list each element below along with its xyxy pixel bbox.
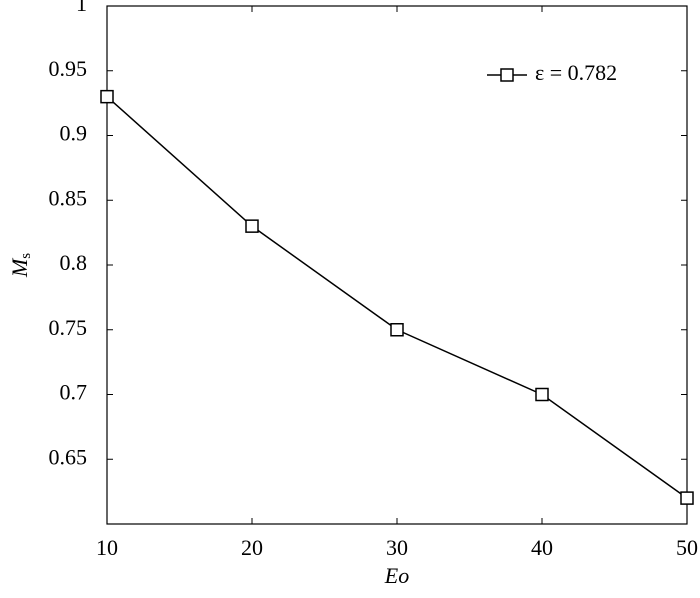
y-axis-label-sub: s <box>18 253 34 259</box>
marker <box>680 491 694 505</box>
x-tick-label: 10 <box>96 535 118 560</box>
legend-marker <box>500 68 514 82</box>
x-axis-label: Eo <box>384 563 409 588</box>
y-tick-label: 1 <box>76 0 87 16</box>
marker <box>100 89 114 104</box>
y-tick-label: 0.9 <box>60 121 88 146</box>
y-tick-label: 0.8 <box>60 250 88 275</box>
legend-label: ε = 0.782 <box>535 60 617 85</box>
series-line <box>106 96 688 499</box>
y-tick-label: 0.65 <box>49 444 88 469</box>
x-tick-label: 40 <box>531 535 553 560</box>
y-axis-label-main: M <box>7 257 32 278</box>
marker <box>245 219 259 233</box>
y-tick-label: 0.95 <box>49 56 88 81</box>
marker <box>535 387 549 402</box>
y-tick-label: 0.75 <box>49 315 88 340</box>
x-tick-label: 50 <box>676 535 698 560</box>
x-tick-label: 20 <box>241 535 263 560</box>
x-tick-label: 30 <box>386 535 408 560</box>
marker <box>390 323 404 337</box>
y-tick-label: 0.85 <box>49 185 88 210</box>
y-axis-label: Ms <box>7 253 34 278</box>
y-tick-label: 0.7 <box>60 380 88 405</box>
